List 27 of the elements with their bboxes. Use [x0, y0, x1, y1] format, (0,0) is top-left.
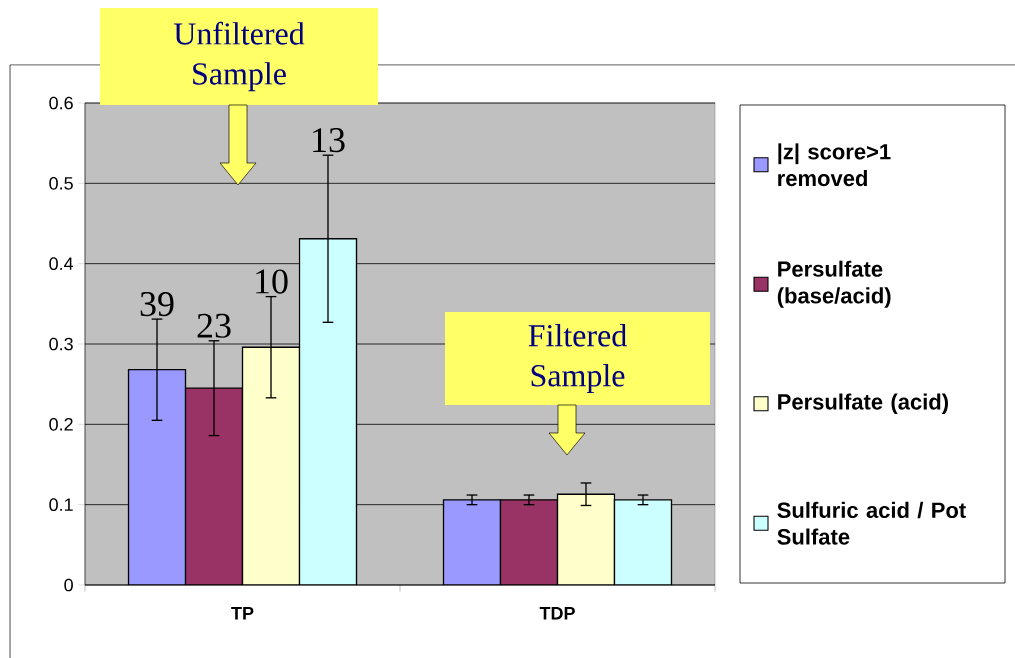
annotation: 13 [313, 128, 345, 153]
legend-label: Persulfate (acid) [778, 393, 948, 414]
bar [298, 238, 358, 585]
annotation: 23 [197, 313, 231, 338]
bar [127, 369, 187, 585]
legend-label: Persulfate (base/acid) [777, 260, 891, 308]
y-tick-label: 0 [64, 578, 73, 592]
bar [613, 499, 673, 585]
bar [241, 346, 301, 585]
annotation: 39 [140, 291, 174, 317]
y-tick-label: 0.2 [49, 417, 73, 431]
bar [442, 499, 502, 585]
bar [184, 387, 244, 585]
annotation: 10 [256, 269, 288, 294]
x-tick-label: TDP [539, 607, 575, 620]
y-tick-label: 0.5 [49, 176, 73, 190]
legend-label: |z| score>1 removed [778, 143, 891, 187]
y-tick-label: 0.6 [49, 96, 73, 110]
bar [556, 493, 616, 585]
y-tick-label: 0.4 [49, 257, 74, 271]
legend-label: Sulfuric acid / Pot Sulfate [777, 501, 966, 545]
annotation: Filtered Sample [528, 323, 627, 394]
bar [499, 499, 559, 585]
y-tick-label: 0.1 [49, 498, 73, 512]
x-tick-label: TP [231, 607, 254, 620]
y-tick-label: 0.3 [49, 337, 73, 351]
text: Unfiltered Sample [173, 21, 305, 92]
